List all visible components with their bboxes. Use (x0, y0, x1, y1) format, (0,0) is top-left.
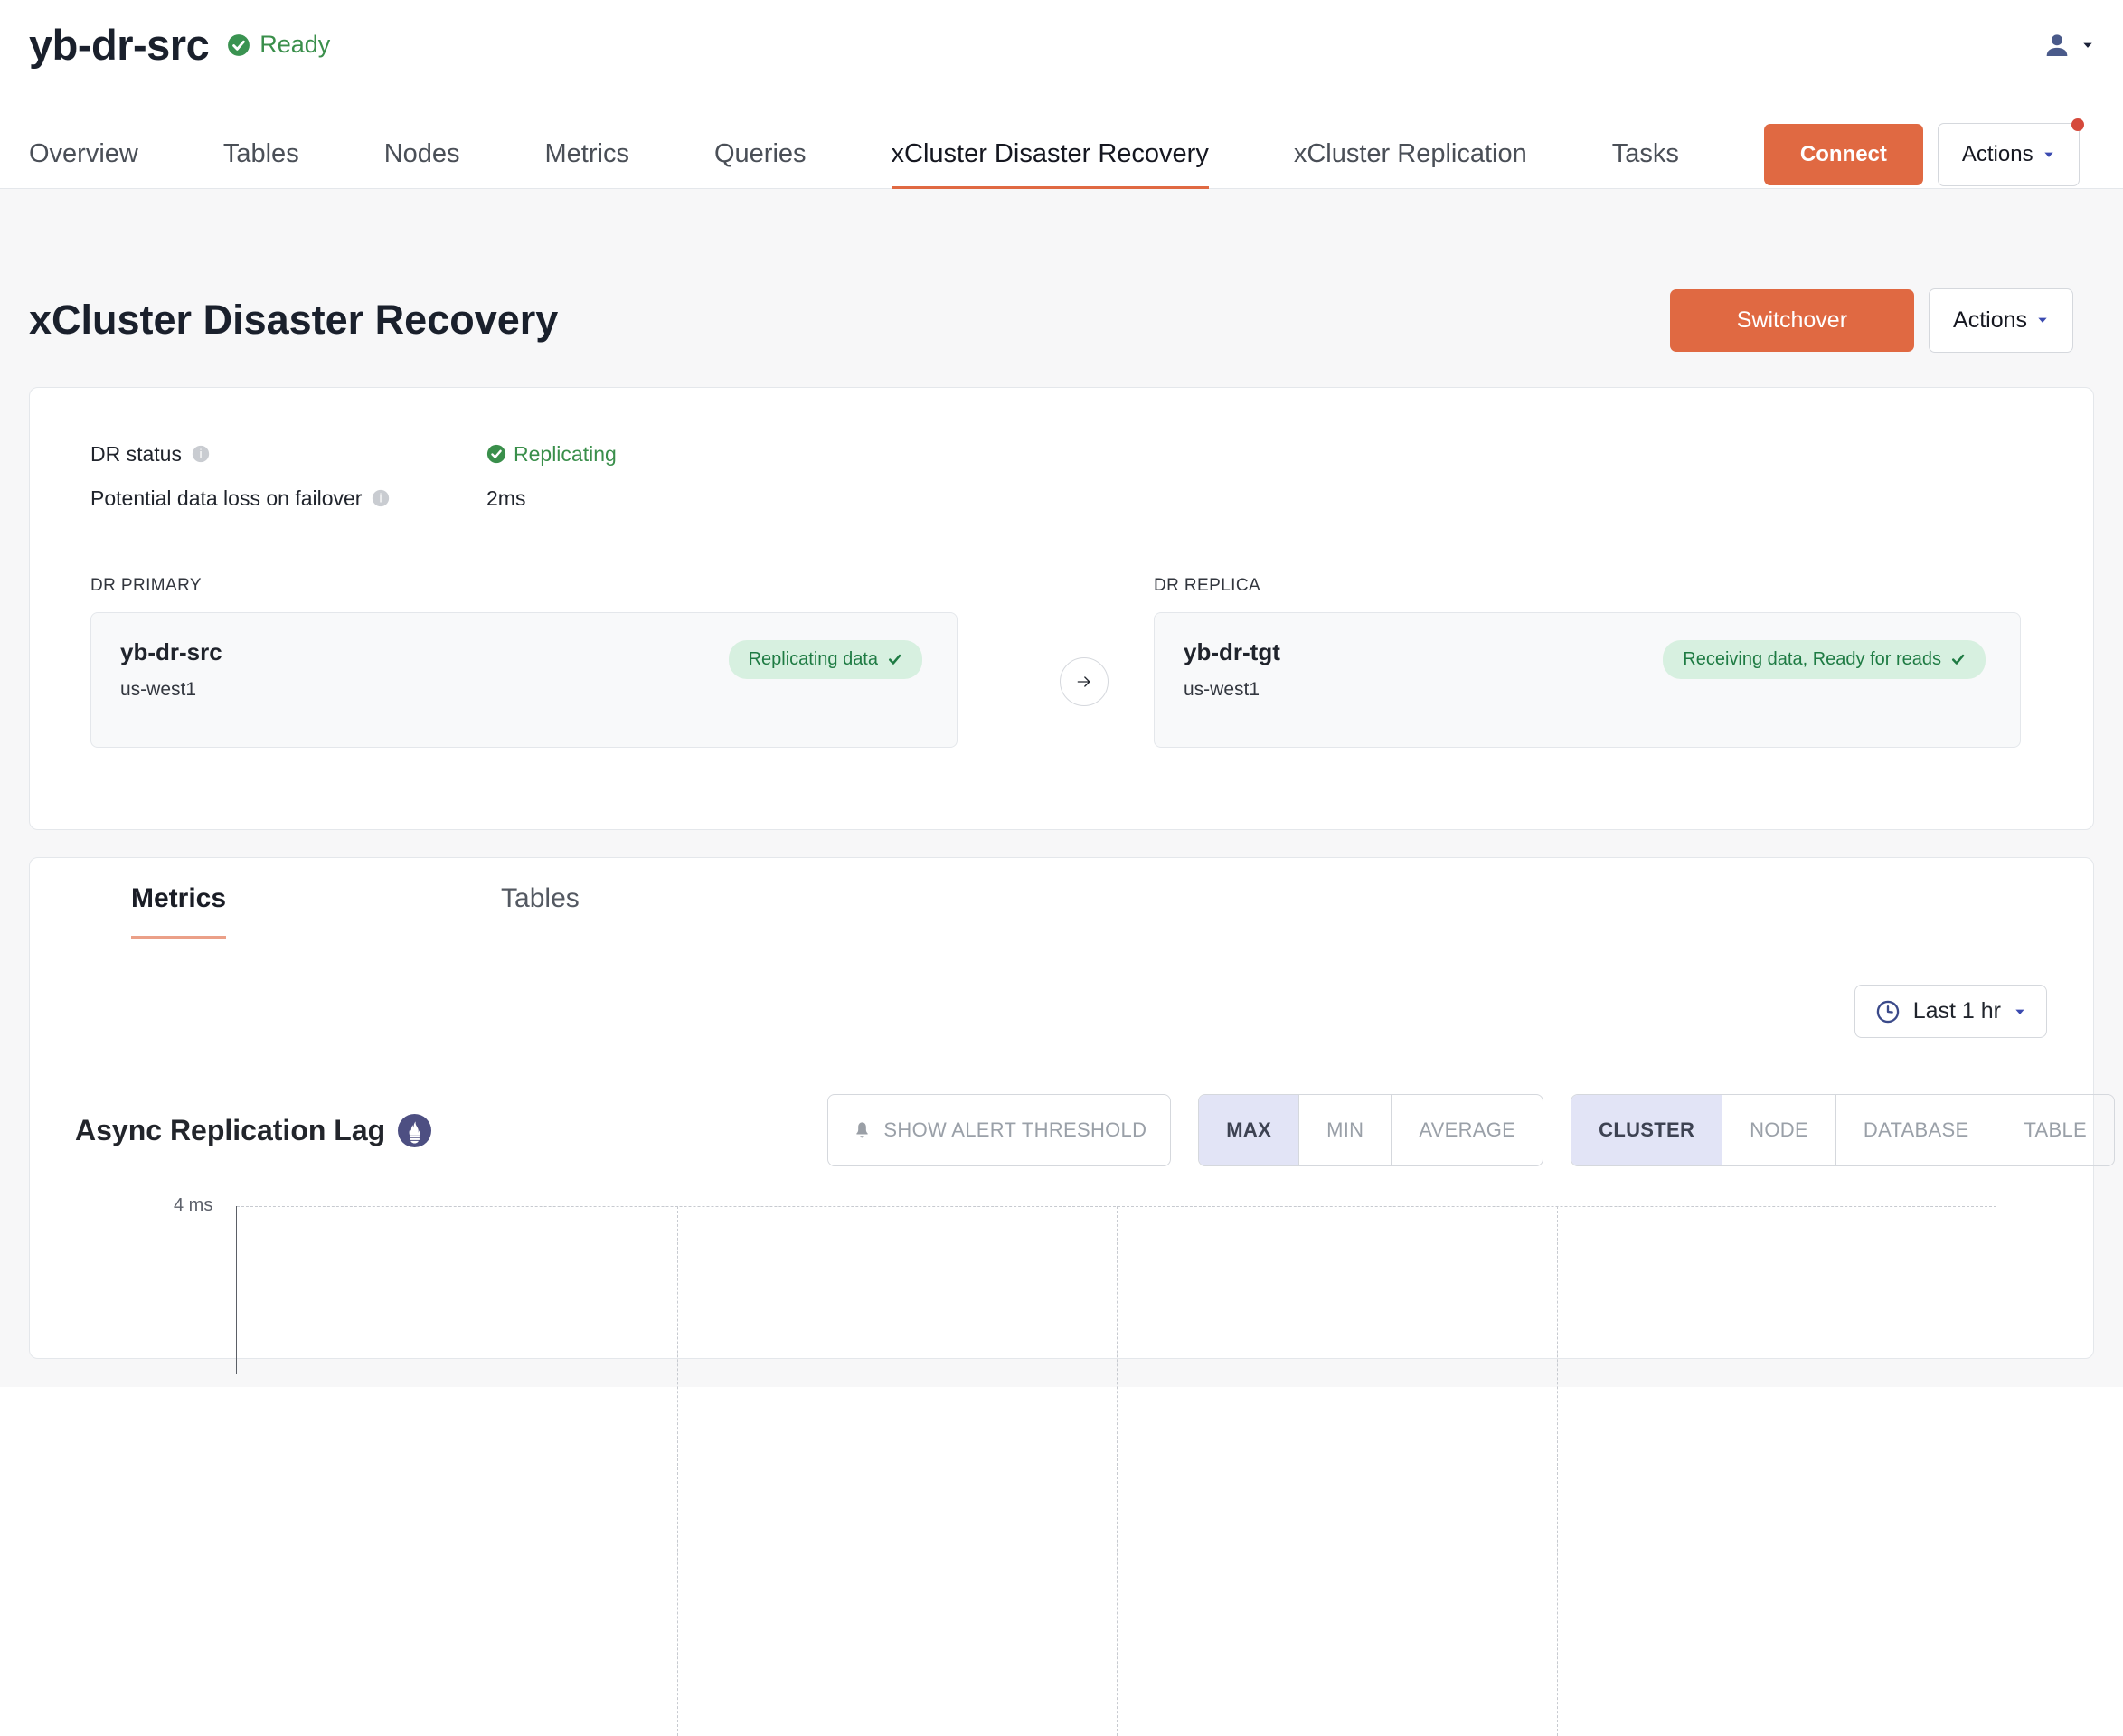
svg-text:i: i (380, 492, 382, 505)
svg-text:i: i (199, 448, 202, 461)
